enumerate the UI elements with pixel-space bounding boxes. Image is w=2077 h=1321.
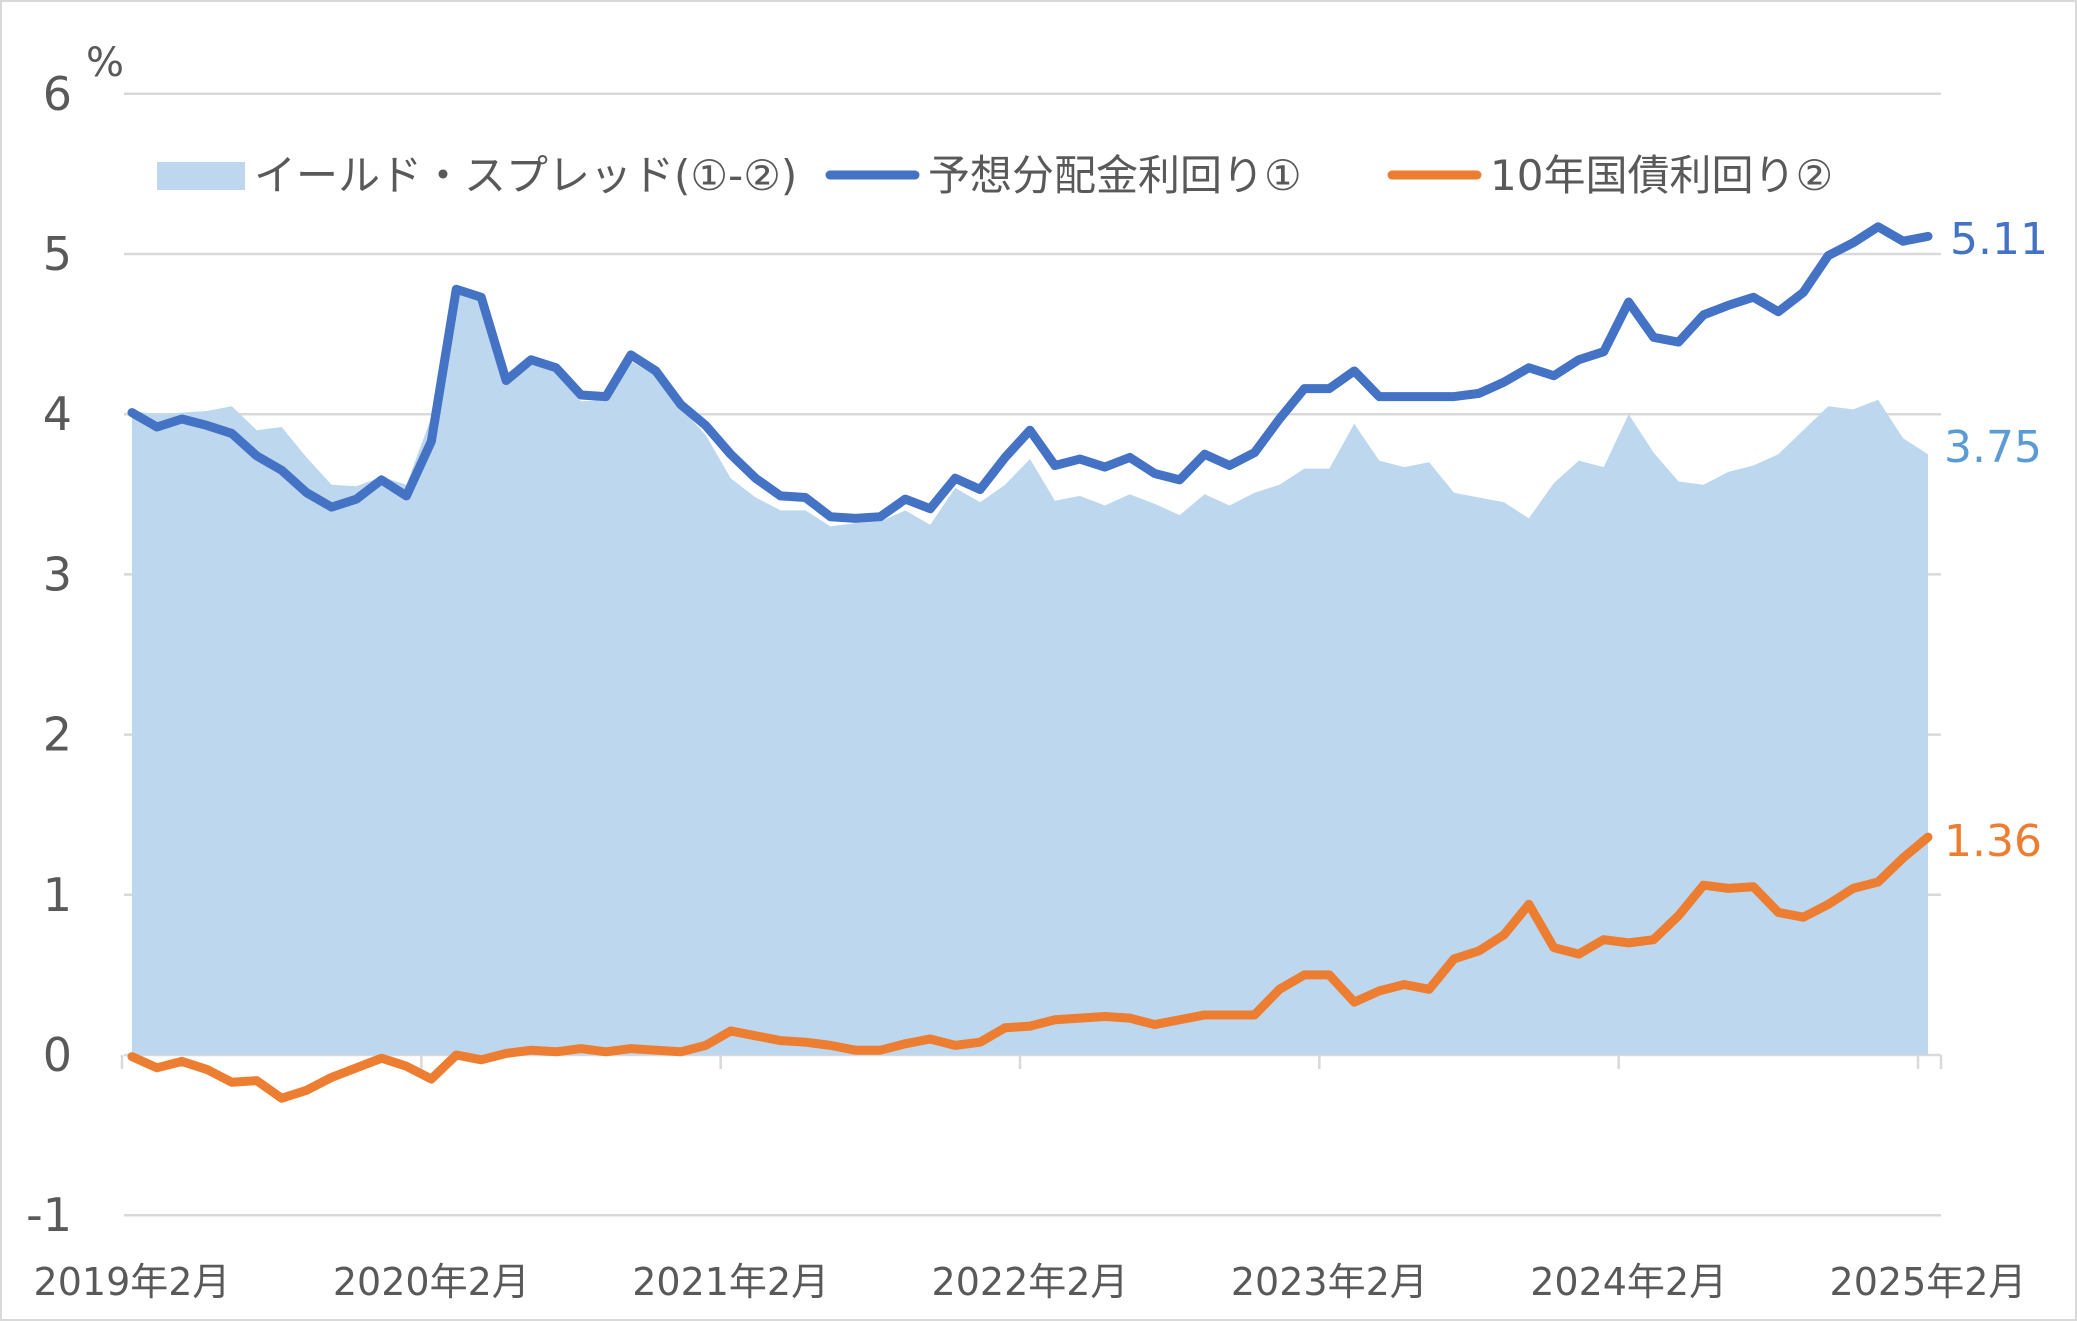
y-tick-label: -1 [26, 1188, 72, 1242]
y-tick-label: 6 [43, 67, 72, 121]
legend-swatch-spread [157, 162, 245, 190]
end-label-distribution-yield: 5.11 [1950, 214, 2048, 265]
x-tick-label: 2023年2月 [1231, 1260, 1428, 1304]
end-label-spread: 3.75 [1944, 422, 2042, 473]
x-tick-label: 2024年2月 [1530, 1260, 1727, 1304]
y-axis-labels: 6 5 4 3 2 1 0 -1 [26, 67, 72, 1242]
x-axis-ticks [120, 1055, 1943, 1069]
y-tick-label: 3 [43, 547, 72, 601]
y-tick-label: 2 [43, 708, 72, 762]
x-tick-label: 2019年2月 [34, 1260, 231, 1304]
y-unit-label: % [86, 40, 124, 86]
legend-label-spread: イールド・スプレッド(①-②) [254, 151, 797, 200]
series-lines [127, 222, 1933, 1103]
y-tick-label: 0 [43, 1028, 72, 1082]
spread-area-fill [132, 289, 1928, 1055]
x-axis-labels: 2019年2月 2020年2月 2021年2月 2022年2月 2023年2月 2024年… [34, 1260, 2027, 1304]
x-tick-label: 2022年2月 [932, 1260, 1129, 1304]
x-tick-label: 2021年2月 [632, 1260, 829, 1304]
spread-area [132, 289, 1928, 1055]
y-tick-label: 5 [43, 227, 72, 281]
jgb-yield-line [127, 832, 1933, 1103]
legend: イールド・スプレッド(①-②) 予想分配金利回り① 10年国債利回り② [157, 151, 1833, 200]
distribution-yield-line [127, 222, 1933, 523]
y-tick-label: 1 [43, 868, 72, 922]
y-tick-label: 4 [43, 387, 72, 441]
end-label-jgb-yield: 1.36 [1944, 816, 2042, 867]
x-tick-label: 2020年2月 [333, 1260, 530, 1304]
x-tick-label: 2025年2月 [1830, 1260, 2027, 1304]
legend-label-jgb-yield: 10年国債利回り② [1490, 151, 1833, 200]
legend-label-distribution-yield: 予想分配金利回り① [928, 151, 1302, 200]
